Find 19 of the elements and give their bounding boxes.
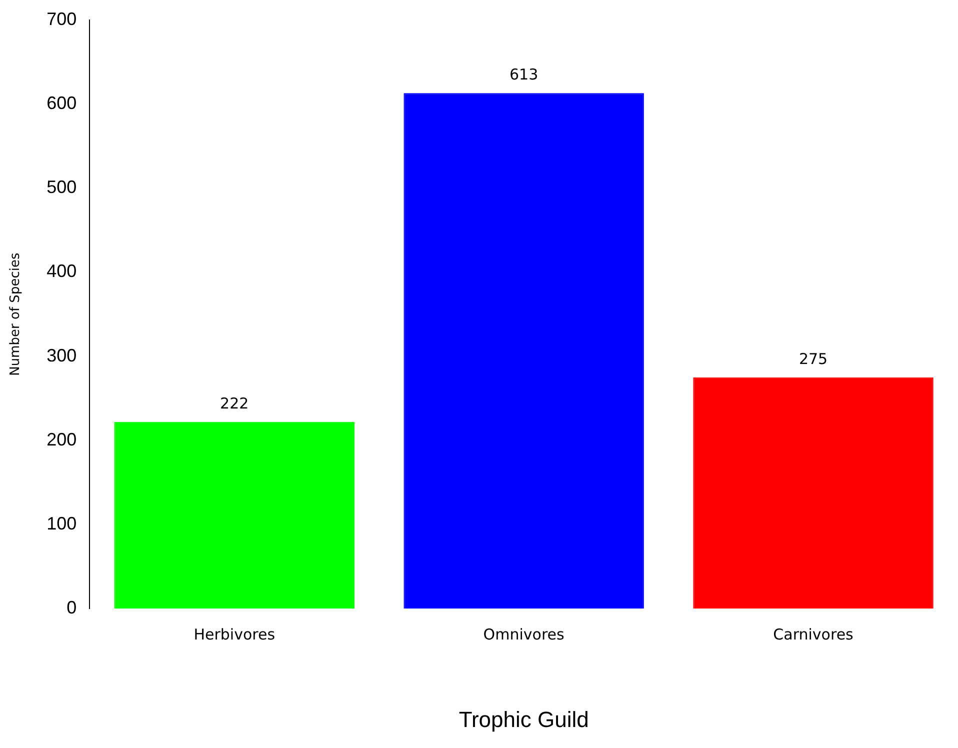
bar (693, 377, 934, 609)
y-tick-label: 300 (46, 345, 77, 366)
y-tick-label: 0 (66, 598, 77, 618)
x-tick-label: Omnivores (483, 625, 565, 644)
y-tick-label: 600 (46, 93, 77, 114)
y-tick-label: 200 (46, 429, 77, 450)
bar (404, 93, 644, 609)
x-tick-label: Carnivores (773, 625, 854, 644)
y-tick-label: 700 (46, 8, 77, 29)
y-tick-label: 100 (46, 513, 77, 534)
data-label: 275 (798, 350, 828, 368)
x-axis-title: Trophic Guild (458, 706, 589, 732)
data-label: 222 (220, 394, 249, 412)
y-axis-title: Number of Species (8, 252, 24, 376)
y-tick-label: 400 (46, 261, 77, 282)
bar (114, 422, 354, 609)
y-tick-label: 500 (46, 177, 77, 198)
x-tick-label: Herbivores (194, 625, 276, 644)
data-label: 613 (509, 66, 538, 84)
